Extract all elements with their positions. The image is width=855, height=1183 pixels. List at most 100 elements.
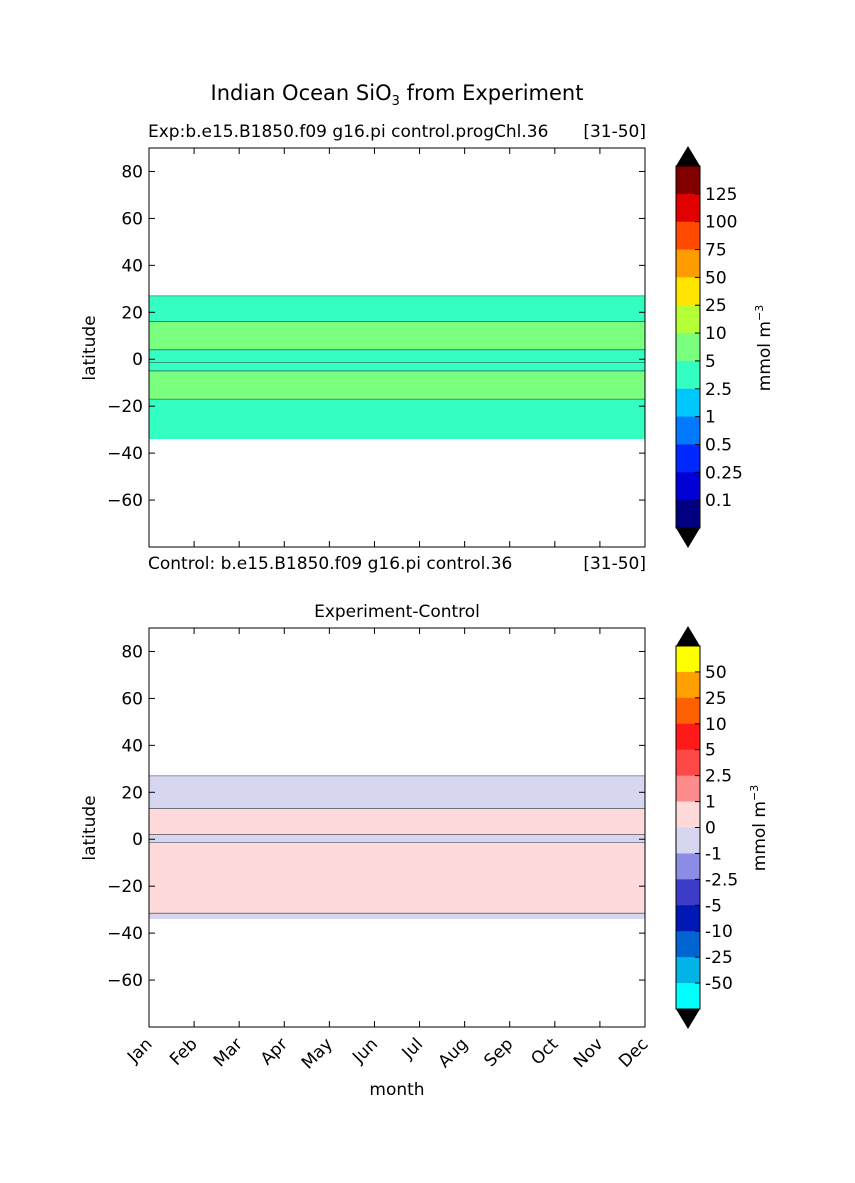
colorbar-tick-label: 50: [705, 268, 727, 288]
colorbar-segment: [676, 388, 700, 418]
x-tick-label: Aug: [435, 1034, 473, 1072]
colorbar-segment: [676, 957, 700, 984]
experiment-colorbar: 125 100 75 50 25 10 5 2.5 1 0.5 0.25 0.1: [675, 146, 743, 548]
colorbar-tick-label: 0.5: [705, 435, 732, 455]
colorbar-tick-label: 5: [705, 352, 716, 372]
y-tick-label: 20: [121, 783, 143, 803]
difference-ylabel: latitude: [80, 795, 100, 860]
colorbar-extend-min: [676, 1009, 700, 1029]
experiment-plot-area: 80 60 40 20 0 −20 −40 −60: [107, 147, 646, 548]
experiment-colorbar-unit: mmol m−3: [753, 305, 775, 391]
y-tick-label: −20: [107, 397, 143, 417]
difference-panel: Experiment-Control 80 60 40 20 0 −20 −40 −60 Jan…: [80, 602, 770, 1100]
colorbar-frame: [675, 165, 701, 529]
colorbar-segment: [676, 827, 700, 854]
colorbar-segment: [676, 879, 700, 906]
colorbar-segment: [676, 305, 700, 334]
colorbar-tick-label: -25: [705, 948, 733, 968]
colorbar-tick-label: -1: [705, 844, 722, 864]
contour-band: [149, 842, 645, 914]
colorbar-segment: [676, 416, 700, 445]
x-tick-label: Sep: [480, 1034, 517, 1071]
colorbar-segment: [676, 671, 700, 699]
colorbar-tick-label: 10: [705, 715, 727, 735]
contour-band: [149, 349, 645, 363]
colorbar-tick-label: -5: [705, 896, 722, 916]
colorbar-segment: [676, 360, 700, 390]
figure-title: Indian Ocean SiO3 from Experiment: [211, 81, 584, 109]
x-tick-label: Dec: [615, 1034, 652, 1071]
y-tick-label: −60: [107, 491, 143, 511]
y-tick-label: 40: [121, 256, 143, 276]
colorbar-tick-label: 2.5: [705, 380, 732, 400]
experiment-title-right: [31-50]: [583, 122, 646, 142]
colorbar-tick-label: 0.1: [705, 491, 732, 511]
colorbar-tick-label: 25: [705, 689, 727, 709]
x-tick-label: Mar: [210, 1034, 247, 1071]
experiment-ylabel: latitude: [80, 315, 100, 380]
colorbar-segment: [676, 249, 700, 278]
experiment-colorbar-unit-base: mmol m: [755, 321, 775, 391]
contour-band: [149, 775, 645, 809]
x-tick-label: Oct: [527, 1034, 562, 1069]
difference-plot-area: 80 60 40 20 0 −20 −40 −60 Jan Feb Mar Apr May Jun Jul A…: [107, 627, 653, 1073]
colorbar-tick-label: 1: [705, 408, 716, 428]
y-tick-label: 20: [121, 303, 143, 323]
contour-band: [149, 913, 645, 920]
colorbar-tick-label: 5: [705, 741, 716, 761]
experiment-colorbar-unit-exp: −3: [753, 305, 766, 321]
colorbar-extend-min: [676, 528, 700, 548]
x-tick-label: Jan: [123, 1034, 156, 1067]
colorbar-tick-label: 0: [705, 819, 716, 839]
colorbar-segment: [676, 749, 700, 777]
colorbar-segment: [676, 500, 700, 529]
y-tick-label: −40: [107, 444, 143, 464]
colorbar-tick-label: -2.5: [705, 870, 738, 890]
colorbar-segment: [676, 277, 700, 306]
difference-colorbar-unit: mmol m−3: [748, 785, 770, 871]
control-label-right: [31-50]: [583, 554, 646, 574]
contour-band: [149, 321, 645, 350]
control-label-left: Control: b.e15.B1850.f09 g16.pi control.…: [148, 554, 512, 574]
x-tick-label: Nov: [570, 1034, 608, 1072]
colorbar-segment: [676, 801, 700, 828]
colorbar-segment: [676, 905, 700, 932]
colorbar-tick-label: 100: [705, 213, 737, 233]
axes-frame: [148, 147, 646, 548]
colorbar-tick-label: 25: [705, 296, 727, 316]
colorbar-segment: [676, 444, 700, 473]
y-tick-label: −20: [107, 877, 143, 897]
y-tick-label: 80: [121, 642, 143, 662]
contour-band: [149, 295, 645, 322]
figure-title-suffix: from Experiment: [400, 81, 584, 105]
x-tick-label: Jul: [398, 1034, 427, 1063]
colorbar-tick-label: 10: [705, 324, 727, 344]
y-tick-label: 0: [132, 830, 143, 850]
x-tick-label: Apr: [257, 1034, 292, 1069]
y-tick-label: −40: [107, 924, 143, 944]
colorbar-segment: [676, 333, 700, 362]
colorbar-tick-label: 1: [705, 793, 716, 813]
colorbar-segment: [676, 853, 700, 880]
y-tick-label: 0: [132, 350, 143, 370]
colorbar-segment: [676, 193, 700, 223]
contour-band: [149, 370, 645, 400]
colorbar-extend-max: [676, 146, 700, 166]
y-tick-label: 60: [121, 689, 143, 709]
colorbar-extend-max: [676, 626, 700, 646]
colorbar-tick-label: -50: [705, 974, 733, 994]
colorbar-segment: [676, 775, 700, 803]
contour-band: [149, 399, 645, 440]
colorbar-segment: [676, 472, 700, 501]
colorbar-segment: [676, 931, 700, 958]
colorbar-tick-label: 50: [705, 663, 727, 683]
colorbar-tick-label: 0.25: [705, 463, 743, 483]
experiment-title-left: Exp:b.e15.B1850.f09 g16.pi control.progC…: [148, 122, 548, 142]
colorbar-segment: [676, 646, 700, 673]
colorbar-tick-label: 75: [705, 241, 727, 261]
colorbar-segment: [676, 697, 700, 725]
figure-title-prefix: Indian Ocean SiO: [211, 81, 392, 105]
contour-band: [149, 362, 645, 371]
